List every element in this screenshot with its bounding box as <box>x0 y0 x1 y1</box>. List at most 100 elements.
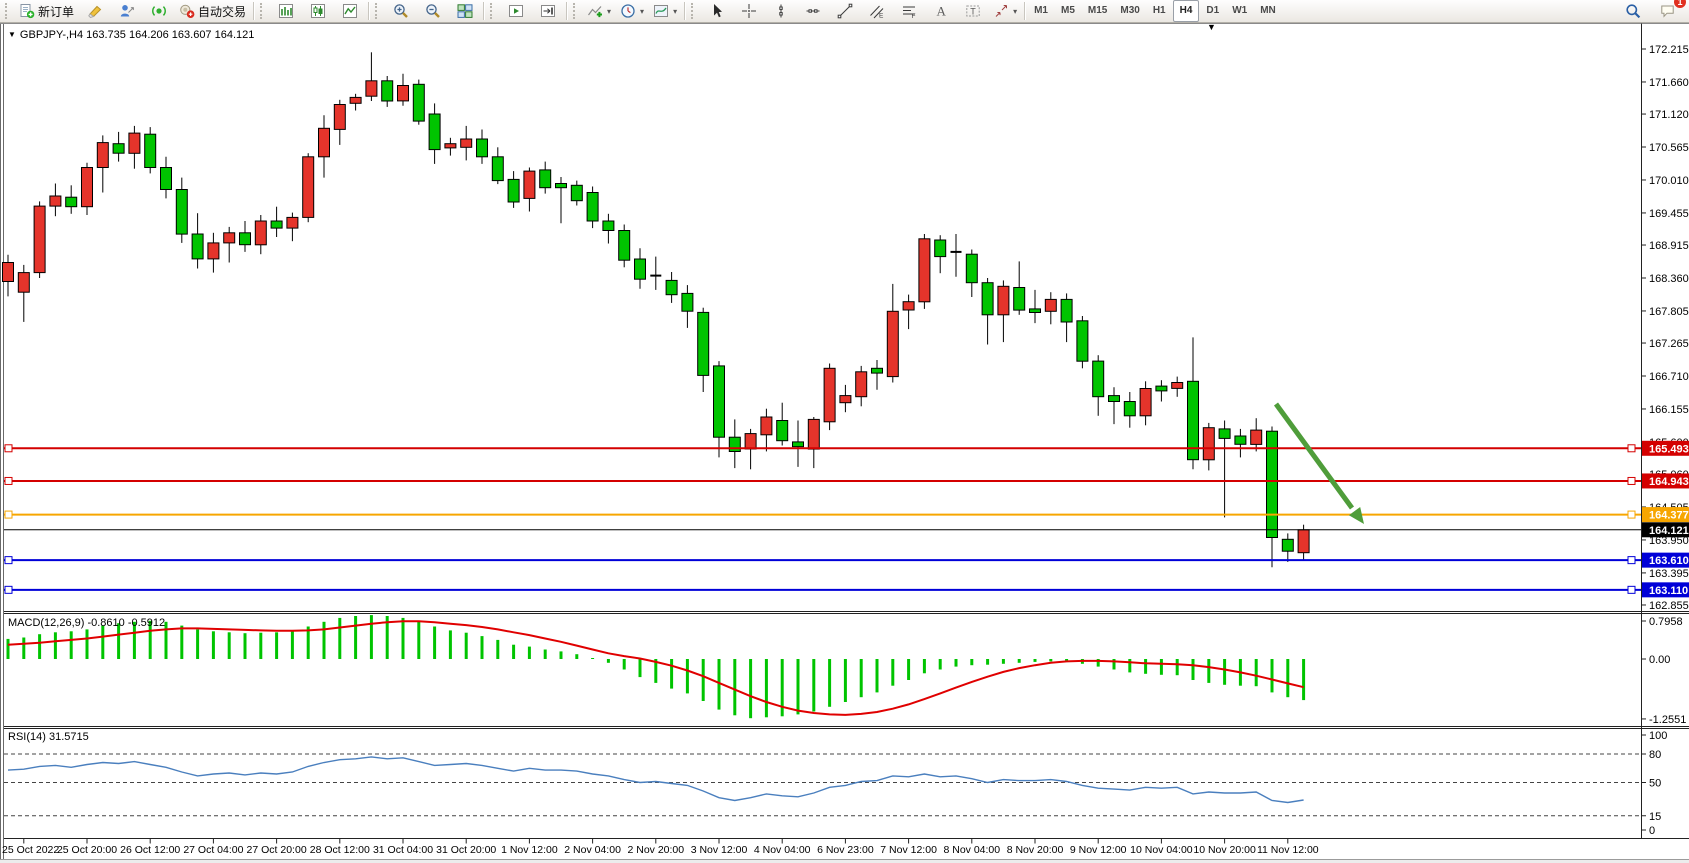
candle-body <box>902 301 915 311</box>
text-icon[interactable]: A <box>925 0 956 23</box>
templates-icon[interactable]: ▾ <box>649 0 681 23</box>
chart-shift-marker-icon[interactable]: ▼ <box>1207 22 1216 32</box>
profile-chart-icon[interactable] <box>111 0 142 23</box>
candle-body <box>618 230 631 261</box>
candle-body <box>1155 385 1168 392</box>
cursor-icon[interactable] <box>701 0 732 23</box>
candle-body <box>713 365 725 438</box>
chart-play-icon[interactable] <box>500 0 531 23</box>
trend-arrow[interactable] <box>1273 402 1355 510</box>
hline-left-anchor[interactable] <box>4 510 13 519</box>
candle-body <box>81 167 93 208</box>
candle-body <box>1029 308 1041 313</box>
crosshair-icon[interactable] <box>733 0 764 23</box>
text-label-icon[interactable]: T <box>957 0 988 23</box>
signal-icon[interactable] <box>143 0 174 23</box>
candle-body <box>412 83 425 122</box>
arrows-icon[interactable]: ▾ <box>989 0 1021 23</box>
zoom-in-icon[interactable] <box>385 0 416 23</box>
candle-body <box>1171 382 1184 389</box>
candle-body <box>918 238 931 303</box>
price-label-text: 163.610 <box>1649 555 1689 567</box>
new-order-label: 新订单 <box>38 4 75 19</box>
chart-shift-icon[interactable] <box>532 0 563 23</box>
highlighter-icon[interactable] <box>79 0 110 23</box>
timeframe-mn-button[interactable]: MN <box>1260 5 1276 16</box>
candle-body <box>1218 428 1231 439</box>
toolbar-grip <box>375 3 381 19</box>
horizontal-line-icon[interactable] <box>797 0 828 23</box>
candle-body <box>33 205 46 274</box>
candle-body <box>981 282 994 316</box>
timeframe-m30-button[interactable]: M30 <box>1120 5 1140 16</box>
candle-body <box>1123 401 1136 417</box>
timeframe-w1-button[interactable]: W1 <box>1232 5 1248 16</box>
new-order-button[interactable]: 新订单 <box>15 0 78 23</box>
price-label-box <box>1642 552 1689 568</box>
macd-indicator-label: MACD(12,26,9) -0.8610 -0.5912 <box>8 617 166 629</box>
collapse-triangle-icon[interactable]: ▼ <box>8 30 16 39</box>
timeframe-m1-button[interactable]: M1 <box>1034 5 1048 16</box>
candle-body <box>965 253 978 284</box>
candle-body <box>1202 427 1215 461</box>
line-chart-icon[interactable] <box>334 0 365 23</box>
candle-body <box>744 433 757 450</box>
hline-left-anchor[interactable] <box>4 476 13 485</box>
hline-right-anchor[interactable] <box>1627 476 1636 485</box>
candle-body <box>855 371 868 398</box>
hline-left-anchor[interactable] <box>4 585 13 594</box>
vertical-line-icon[interactable] <box>765 0 796 23</box>
autotrade-button[interactable]: 自动交易 <box>175 0 250 23</box>
hline-left-anchor[interactable] <box>4 444 13 453</box>
timeframe-m5-button[interactable]: M5 <box>1061 5 1075 16</box>
price-label-box <box>1642 473 1689 489</box>
toolbar-grip <box>260 3 266 19</box>
svg-text:F: F <box>911 13 915 19</box>
toolbar-separator <box>684 2 686 20</box>
timeframe-h4-button[interactable]: H4 <box>1172 0 1200 22</box>
tile-windows-icon[interactable] <box>449 0 480 23</box>
periods-clock-icon[interactable]: ▾ <box>616 0 648 23</box>
time-tick-label: 10 Nov 20:00 <box>1193 844 1256 856</box>
timeframe-m15-button[interactable]: M15 <box>1087 5 1108 16</box>
candle-body <box>1139 388 1152 417</box>
price-tick-label: 172.215 <box>1649 44 1689 56</box>
symbol-ohlc-text: GBPJPY-,H4 163.735 164.206 163.607 164.1… <box>19 29 255 41</box>
timeframe-h1-button[interactable]: H1 <box>1152 5 1166 16</box>
price-tick-label: 168.915 <box>1649 240 1689 252</box>
equidistant-channel-icon[interactable]: E <box>861 0 892 23</box>
zoom-out-icon[interactable] <box>417 0 448 23</box>
candle-body <box>681 292 694 312</box>
hline-right-anchor[interactable] <box>1627 556 1636 565</box>
hline-left-anchor[interactable] <box>4 556 13 565</box>
hline-right-anchor[interactable] <box>1627 444 1636 453</box>
indicators-icon[interactable]: ▾ <box>583 0 615 23</box>
rsi-axis-label: 50 <box>1649 778 1661 790</box>
candle-body <box>223 232 236 244</box>
trendline-icon[interactable] <box>829 0 860 23</box>
price-label-text: 164.377 <box>1649 510 1689 522</box>
candle-body <box>602 220 615 231</box>
fibonacci-icon[interactable]: F <box>893 0 924 23</box>
hline-right-anchor[interactable] <box>1627 510 1636 519</box>
time-tick-label: 25 Oct 20:00 <box>57 844 117 856</box>
timeframe-d1-button[interactable]: D1 <box>1206 5 1220 16</box>
price-label-text: 164.943 <box>1649 476 1689 488</box>
candle-body <box>191 233 204 260</box>
search-icon[interactable] <box>1617 0 1648 23</box>
hline-right-anchor[interactable] <box>1627 585 1636 594</box>
bar-chart-icon[interactable] <box>270 0 301 23</box>
candle-body <box>807 418 820 450</box>
notification-badge[interactable]: 1 <box>1674 0 1686 8</box>
candle-chart-icon[interactable] <box>302 0 333 23</box>
candle-body <box>792 441 804 448</box>
chat-icon[interactable]: 1 <box>1652 0 1686 23</box>
trend-arrow-head[interactable] <box>1348 506 1364 524</box>
macd-signal-line <box>7 620 1304 716</box>
time-tick-label: 8 Nov 20:00 <box>1007 844 1064 856</box>
price-label-text: 165.493 <box>1649 443 1689 455</box>
bid-label-text: 164.121 <box>1649 525 1689 537</box>
candle-body <box>1076 320 1089 362</box>
